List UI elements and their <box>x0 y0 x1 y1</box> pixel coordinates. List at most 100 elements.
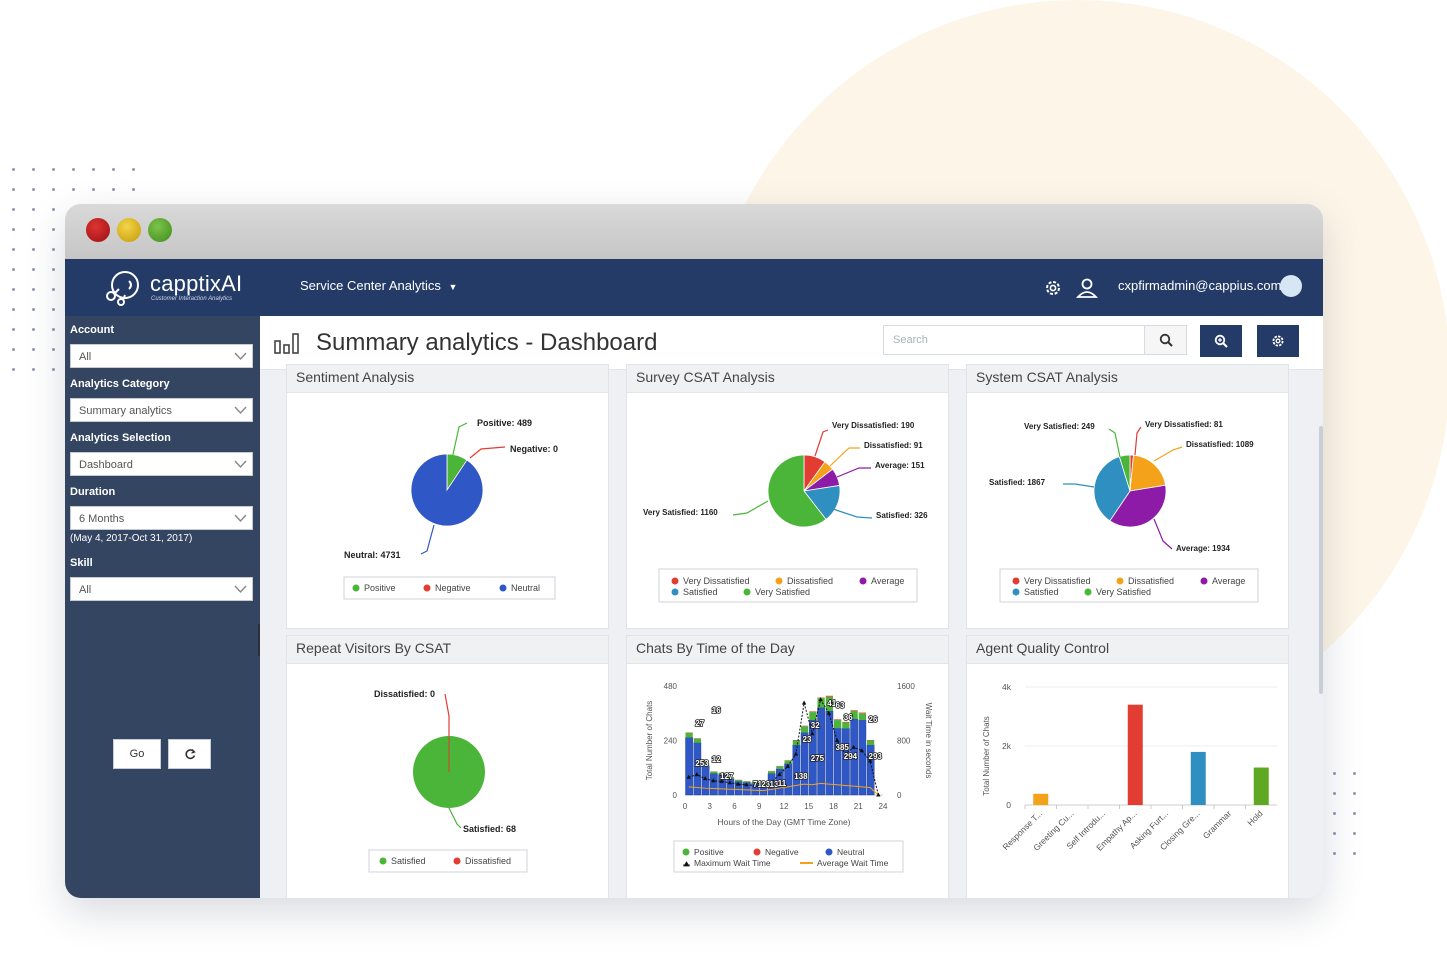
callout-line <box>836 467 871 478</box>
legend-label: Satisfied <box>391 856 426 866</box>
callout-label: Satisfied: 1867 <box>989 478 1046 487</box>
analytics-category-label: Analytics Category <box>70 378 170 390</box>
bar-data-label: 32 <box>811 721 820 730</box>
decor-dot <box>12 188 15 191</box>
user-profile-icon[interactable] <box>1076 277 1098 299</box>
bar-data-label: 36 <box>844 713 853 722</box>
bar-positive <box>792 740 800 746</box>
chevron-down-icon <box>234 514 247 523</box>
x-tick-label: 3 <box>708 802 713 811</box>
chevron-down-icon <box>234 352 247 361</box>
brand-name: capptixAI <box>150 271 243 296</box>
legend-label: Neutral <box>837 847 865 857</box>
bar-positive <box>743 781 751 783</box>
analytics-selection-value: Dashboard <box>79 459 133 471</box>
line-max-wait <box>688 698 879 796</box>
legend-marker-dissatisfied <box>1116 577 1124 585</box>
decor-dot <box>1353 772 1356 775</box>
legend-marker-negative <box>423 584 431 592</box>
point-max-wait <box>801 700 807 705</box>
decor-dot <box>72 188 75 191</box>
bar-positive <box>718 772 726 775</box>
y-tick-label: 4k <box>1002 682 1012 692</box>
dashboard-settings-button[interactable] <box>1257 325 1299 357</box>
user-avatar[interactable] <box>1280 275 1302 297</box>
decor-dot <box>1333 832 1336 835</box>
bar-neutral <box>710 773 718 796</box>
callout-label: Very Satisfied: 1160 <box>643 508 718 517</box>
bar-positive <box>825 696 833 711</box>
user-email[interactable]: cxpfirmadmin@cappius.com <box>1118 278 1282 293</box>
survey-card-header: Survey CSAT Analysis <box>627 365 948 393</box>
chart-legend <box>658 568 918 603</box>
decor-dot <box>12 228 15 231</box>
pie-slice-satisfied <box>1093 456 1131 522</box>
decor-dot <box>52 328 55 331</box>
bar-data-label: 275 <box>811 754 825 763</box>
bar-neutral <box>825 710 834 796</box>
bar-negative <box>858 712 866 714</box>
bar-data-label: 23 <box>761 780 770 789</box>
legend-marker-positive <box>682 848 690 856</box>
callout-label: Very Dissatisfied: 190 <box>832 421 915 430</box>
zoom-button[interactable] <box>1200 325 1242 357</box>
x-tick-label: 21 <box>854 802 863 811</box>
agent-card-title: Agent Quality Control <box>976 640 1110 656</box>
chart-legend <box>368 849 528 873</box>
legend-label: Negative <box>765 847 799 857</box>
legend-label: Negative <box>435 583 471 593</box>
bar-neutral <box>701 765 710 796</box>
close-window-button[interactable] <box>86 218 110 242</box>
legend-marker-satisfied <box>379 857 387 865</box>
bar-positive <box>685 733 693 738</box>
content-scrollbar[interactable] <box>1319 426 1323 694</box>
service-center-menu[interactable]: Service Center Analytics ▼ <box>300 278 457 293</box>
maximize-window-button[interactable] <box>148 218 172 242</box>
decor-dot <box>32 268 35 271</box>
legend-label: Very Satisfied <box>755 587 810 597</box>
legend-label: Average <box>871 576 904 586</box>
brain-logo-icon <box>106 271 139 306</box>
point-max-wait <box>843 751 848 756</box>
callout-label: Neutral: 4731 <box>344 550 401 560</box>
decor-dot <box>92 168 95 171</box>
bar-negative <box>817 697 825 699</box>
system-card: System CSAT Analysis Very Dissatisfied: … <box>966 364 1289 629</box>
bar-positive <box>759 783 767 785</box>
refresh-button[interactable] <box>168 739 211 769</box>
decor-dot <box>12 348 15 351</box>
analytics-category-select[interactable]: Summary analytics <box>70 398 253 422</box>
decor-dot <box>1333 792 1336 795</box>
point-max-wait <box>785 763 790 768</box>
skill-select[interactable]: All <box>70 577 253 601</box>
account-select[interactable]: All <box>70 344 253 368</box>
callout-label: Average: 151 <box>875 461 925 470</box>
legend-label: Positive <box>694 847 724 857</box>
decor-dot <box>1353 852 1356 855</box>
minimize-window-button[interactable] <box>117 218 141 242</box>
chart-legend <box>343 576 556 600</box>
bar-negative <box>842 721 850 723</box>
legend-label: Dissatisfied <box>465 856 511 866</box>
settings-gear-icon[interactable] <box>1042 277 1064 299</box>
search-button[interactable] <box>1145 325 1187 355</box>
pie-slice-very-satisfied <box>767 454 827 528</box>
legend-label: Positive <box>364 583 396 593</box>
duration-select[interactable]: 6 Months <box>70 506 253 530</box>
filter-sidebar: Account All Analytics Category Summary a… <box>65 316 260 898</box>
callout-line <box>814 429 829 457</box>
go-button[interactable]: Go <box>113 739 161 769</box>
point-max-wait <box>826 710 832 715</box>
system-card-title: System CSAT Analysis <box>976 369 1118 385</box>
x-tick-label: 9 <box>757 802 762 811</box>
point-max-wait <box>711 778 716 783</box>
sidebar-resize-handle[interactable] <box>258 624 260 656</box>
decor-dot <box>32 188 35 191</box>
bar-neutral <box>842 728 850 796</box>
decor-dot <box>132 168 135 171</box>
analytics-selection-select[interactable]: Dashboard <box>70 452 253 476</box>
legend-label: Satisfied <box>683 587 718 597</box>
refresh-icon <box>184 749 196 760</box>
search-input[interactable]: Search <box>883 325 1145 355</box>
